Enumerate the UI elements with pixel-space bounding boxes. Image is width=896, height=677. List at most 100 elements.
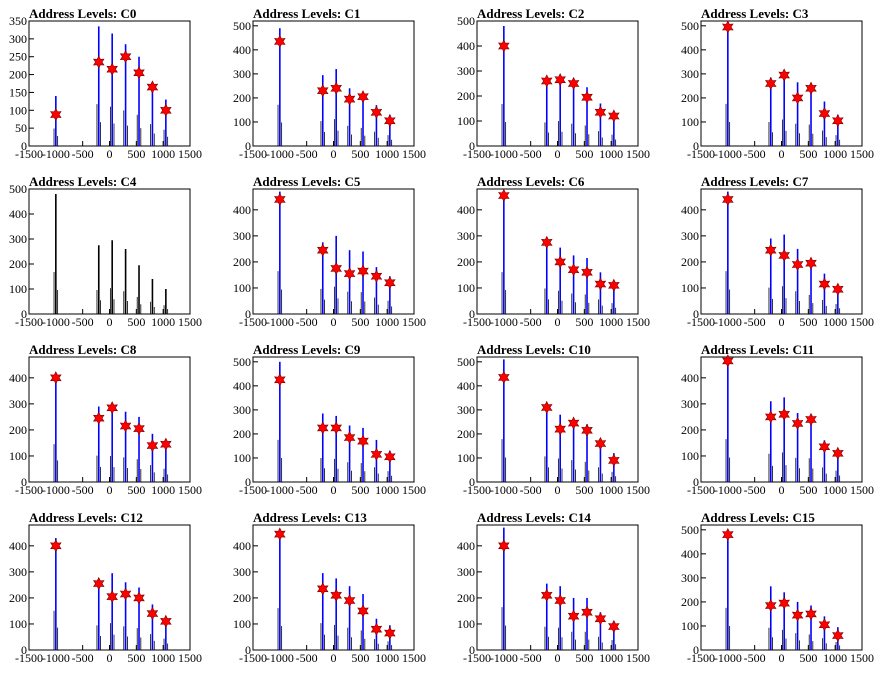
x-tick-label: 1500 [850,651,874,665]
y-tick-label: 300 [681,67,699,81]
y-tick-label: 0 [469,475,475,489]
x-tick-label: -1500 [239,315,267,329]
x-tick-label: 1500 [626,651,650,665]
y-tick-label: 0 [469,307,475,321]
marker-point [274,527,286,541]
chart-title: Address Levels: C8 [29,342,137,357]
x-tick-label: 1000 [599,483,623,497]
marker-point [832,114,844,128]
y-tick-label: 400 [9,207,27,221]
marker-point [791,416,804,431]
chart-panel-c12: Address Levels: C12 0 100 200 300 400 -1500-10… [9,510,202,665]
y-tick-label: 350 [9,14,27,28]
x-tick-label: -500 [296,147,318,161]
x-tick-label: -1500 [463,483,491,497]
y-tick-label: 100 [681,619,699,633]
marker-point [343,92,356,106]
x-tick-label: -1500 [687,147,715,161]
marker-point [722,354,734,368]
chart-title: Address Levels: C7 [701,174,809,189]
y-tick-label: 200 [233,427,251,441]
y-tick-label: 300 [233,229,251,243]
y-tick-label: 500 [233,19,251,33]
x-tick-label: -500 [296,483,318,497]
x-tick-label: 1500 [178,147,202,161]
marker-point [581,423,593,437]
y-tick-label: 200 [233,255,251,269]
x-tick-label: 1000 [375,483,399,497]
x-tick-label: 500 [575,483,593,497]
x-tick-label: -1000 [714,483,742,497]
marker-point [608,278,620,293]
marker-point [330,421,342,435]
x-tick-label: 1000 [599,147,623,161]
marker-point [50,539,62,553]
x-tick-label: -500 [520,315,542,329]
y-tick-label: 100 [9,103,27,117]
y-tick-label: 300 [457,403,475,417]
chart-panel-c15: Address Levels: C15 0 100 200 300 400 500 -1500… [681,510,874,665]
y-tick-label: 200 [681,595,699,609]
chart-panel-c2: Address Levels: C20100200300400500-1500-… [457,6,650,161]
x-tick-label: -500 [744,483,766,497]
marker-point [581,90,593,104]
marker-point [92,576,105,591]
marker-point [370,105,383,120]
x-tick-label: 1000 [375,315,399,329]
x-tick-label: 500 [127,315,145,329]
x-tick-label: -1500 [687,651,715,665]
marker-point [146,606,159,621]
y-tick-label: 400 [681,547,699,561]
x-tick-label: 0 [107,483,113,497]
marker-point [146,80,159,94]
chart-title: Address Levels: C0 [29,6,136,21]
x-tick-label: 500 [351,651,369,665]
marker-point [818,106,831,121]
marker-point [343,430,356,445]
marker-point [608,619,620,634]
x-tick-label: 0 [779,483,785,497]
x-tick-label: -500 [744,315,766,329]
marker-point [764,243,777,257]
y-tick-label: 500 [457,14,475,28]
x-tick-label: -1000 [490,651,518,665]
x-tick-label: -500 [744,651,766,665]
marker-point [370,269,383,283]
x-tick-label: 500 [351,315,369,329]
x-tick-label: -1000 [714,147,742,161]
y-tick-label: 200 [681,255,699,269]
x-tick-label: 1500 [626,147,650,161]
y-tick-label: 0 [245,139,251,153]
y-tick-label: 200 [9,257,27,271]
y-tick-label: 400 [681,203,699,217]
y-tick-label: 200 [681,423,699,437]
y-tick-label: 0 [693,643,699,657]
chart-panel-c7: Address Levels: C7 0 100 200 300 400 -1500-100… [681,174,874,329]
y-tick-label: 200 [457,591,475,605]
x-tick-label: 1500 [402,315,426,329]
y-tick-label: 400 [681,43,699,57]
x-tick-label: 0 [107,651,113,665]
marker-point [330,81,342,95]
x-tick-label: -1500 [463,315,491,329]
x-tick-label: 500 [575,315,593,329]
marker-point [581,265,593,280]
x-tick-label: -1500 [463,651,491,665]
marker-point [818,440,831,454]
x-tick-label: -1000 [714,651,742,665]
x-tick-label: -500 [72,651,94,665]
x-tick-label: 1000 [151,483,175,497]
x-tick-label: -500 [296,651,318,665]
x-tick-label: 0 [331,483,337,497]
x-tick-label: -1500 [687,315,715,329]
y-tick-label: 100 [233,281,251,295]
x-tick-label: 0 [331,315,337,329]
marker-point [370,447,383,462]
marker-point [316,582,329,596]
marker-point [133,66,145,80]
marker-point [50,107,62,122]
x-tick-label: 500 [351,483,369,497]
marker-point [581,605,593,619]
marker-point [384,626,396,640]
y-tick-label: 300 [9,397,27,411]
